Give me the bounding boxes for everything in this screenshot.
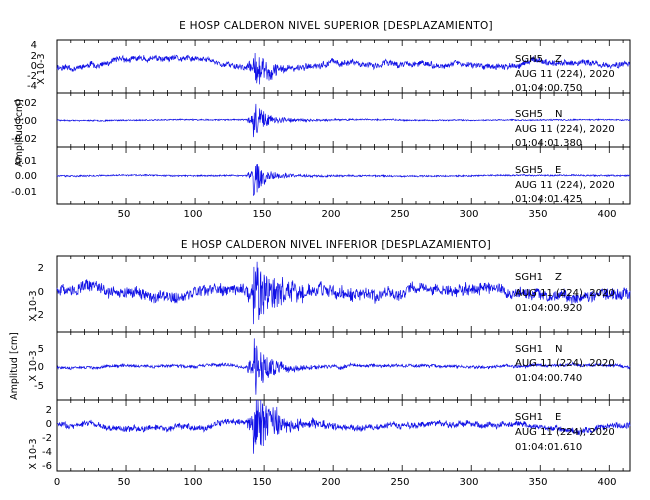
station-label: SGH5 [515, 54, 543, 65]
x-tick-label: 100 [183, 477, 202, 488]
date-label: AUG 11 (224), 2020 [515, 288, 615, 299]
x-tick-label: 250 [390, 477, 409, 488]
waveform-trace [56, 338, 631, 395]
panel-sgh1-n: X 10-3 5 0 -5 SGH1 N AUG 11 (224), 2020 … [28, 331, 631, 401]
y-tick-label: -5 [34, 381, 44, 392]
x-tick-label: 50 [118, 209, 131, 220]
component-label: E [555, 412, 561, 423]
date-label: AUG 11 (224), 2020 [515, 124, 615, 135]
station-label: SGH1 [515, 412, 543, 423]
y-tick-label: -4 [42, 447, 52, 458]
y-tick-label: 0 [38, 362, 44, 373]
y-tick-label: 0.00 [15, 116, 37, 127]
panel-sgh1-z: X 10-3 2 0 -2 SGH1 Z AUG 11 (224), 2020 … [28, 255, 631, 333]
waveform-trace [56, 399, 631, 454]
time-label: 01:04:00.750 [515, 83, 582, 94]
component-label: N [555, 344, 562, 355]
x-tick-label: 0 [54, 477, 60, 488]
y-tick-label: 0 [46, 419, 52, 430]
y-tick-label: 0.01 [15, 156, 37, 167]
lower-y-axis-label: Amplitud [cm] [9, 332, 20, 400]
station-label: SGH1 [515, 344, 543, 355]
panel-sgh5-z: X 10-3 4 2 0 -2 -4 SGH5 Z AUG 11 (224), … [27, 39, 631, 94]
y-tick-label: 0.00 [15, 171, 37, 182]
panel-sgh5-n: 0.02 0.00 -0.02 SGH5 N AUG 11 (224), 202… [11, 92, 631, 149]
lower-x-tick-labels: 0 50 100 150 200 250 300 350 400 [54, 477, 617, 488]
panel-sgh1-e: X 10-3 2 0 -2 -4 -6 SGH1 E AUG 11 (224),… [28, 399, 631, 472]
x-tick-label: 400 [597, 477, 616, 488]
x-tick-label: 400 [597, 209, 616, 220]
x-tick-label: 250 [390, 209, 409, 220]
date-label: AUG 11 (224), 2020 [515, 69, 615, 80]
scale-label: X 10-3 [28, 438, 39, 469]
component-label: N [555, 109, 562, 120]
upper-figure: E HOSP CALDERON NIVEL SUPERIOR [DESPLAZA… [11, 20, 631, 220]
time-label: 01:04:01.380 [515, 138, 582, 149]
x-tick-label: 150 [252, 209, 271, 220]
y-tick-label: -2 [34, 310, 44, 321]
x-tick-label: 300 [459, 477, 478, 488]
upper-figure-title: E HOSP CALDERON NIVEL SUPERIOR [DESPLAZA… [179, 20, 493, 32]
panel-ticks [70, 400, 624, 471]
waveform-trace [56, 261, 631, 325]
scale-label: X 10-3 [36, 53, 47, 84]
y-tick-label: 0 [31, 61, 37, 72]
y-tick-label: 4 [31, 40, 37, 51]
y-tick-label: 2 [31, 51, 37, 62]
panel-ticks [70, 147, 624, 204]
waveform-trace [56, 103, 631, 138]
upper-y-axis-label: Amplitud [cm] [14, 99, 25, 167]
component-label: E [555, 165, 561, 176]
date-label: AUG 11 (224), 2020 [515, 427, 615, 438]
x-tick-label: 350 [528, 209, 547, 220]
x-tick-label: 50 [118, 477, 131, 488]
station-label: SGH5 [515, 109, 543, 120]
time-label: 01:04:00.740 [515, 373, 582, 384]
x-tick-label: 200 [321, 477, 340, 488]
waveform-trace [56, 52, 631, 85]
station-label: SGH5 [515, 165, 543, 176]
x-tick-label: 100 [183, 209, 202, 220]
station-label: SGH1 [515, 272, 543, 283]
y-tick-label: -2 [42, 433, 52, 444]
component-label: Z [555, 54, 562, 65]
y-tick-label: 0.02 [15, 98, 37, 109]
lower-figure-title: E HOSP CALDERON NIVEL INFERIOR [DESPLAZA… [181, 239, 491, 251]
x-tick-label: 300 [459, 209, 478, 220]
time-label: 01:04:01.610 [515, 442, 582, 453]
y-tick-label: -6 [42, 461, 52, 472]
y-tick-label: 2 [38, 263, 44, 274]
y-tick-label: -4 [27, 81, 37, 92]
component-label: Z [555, 272, 562, 283]
lower-figure: E HOSP CALDERON NIVEL INFERIOR [DESPLAZA… [9, 239, 631, 488]
panel-sgh5-e: 0.01 0.00 -0.01 SGH5 E AUG 11 (224), 202… [11, 146, 631, 205]
date-label: AUG 11 (224), 2020 [515, 180, 615, 191]
panel-frame [56, 399, 631, 472]
y-tick-label: -2 [27, 71, 37, 82]
date-label: AUG 11 (224), 2020 [515, 358, 615, 369]
y-tick-label: 0 [38, 287, 44, 298]
scale-label: X 10-3 [28, 290, 39, 321]
scale-label: X 10-3 [28, 350, 39, 381]
upper-x-tick-labels: 50 100 150 200 250 300 350 400 [118, 209, 617, 220]
y-tick-label: -0.01 [11, 187, 37, 198]
y-tick-label: 5 [38, 344, 44, 355]
time-label: 01:04:00.920 [515, 303, 582, 314]
x-tick-label: 200 [321, 209, 340, 220]
time-label: 01:04:01.425 [515, 194, 582, 205]
y-tick-label: -0.02 [11, 134, 37, 145]
waveform-trace [56, 163, 631, 197]
x-tick-label: 150 [252, 477, 271, 488]
x-tick-label: 350 [528, 477, 547, 488]
y-tick-label: 2 [46, 405, 52, 416]
